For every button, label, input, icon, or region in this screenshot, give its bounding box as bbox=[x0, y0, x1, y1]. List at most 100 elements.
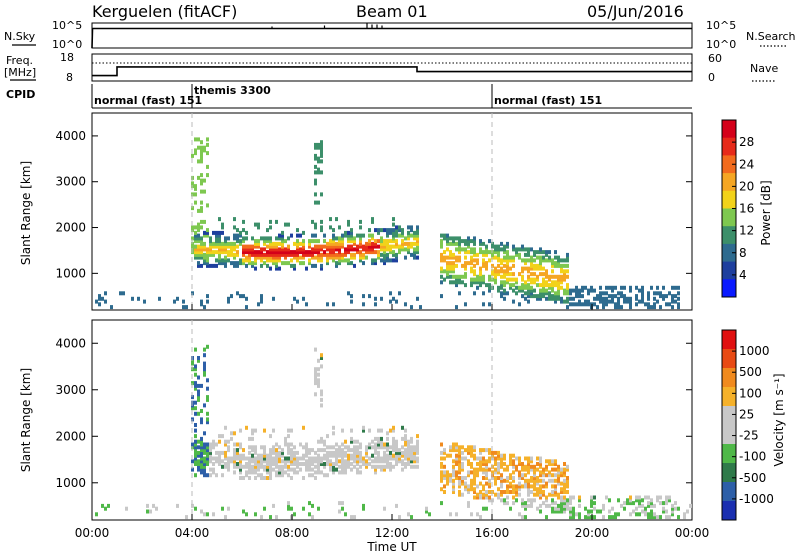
heat-cell bbox=[530, 478, 533, 483]
heat-cell bbox=[254, 476, 257, 480]
heat-cell bbox=[473, 241, 476, 246]
heat-cell bbox=[407, 247, 410, 252]
heat-cell bbox=[290, 250, 293, 255]
heat-cell bbox=[203, 462, 206, 466]
heat-cell bbox=[392, 217, 395, 222]
heat-cell bbox=[458, 445, 461, 450]
heat-cell bbox=[461, 478, 464, 483]
heat-cell bbox=[605, 285, 608, 290]
heat-cell bbox=[581, 302, 584, 307]
heat-cell bbox=[404, 439, 407, 444]
heat-cell bbox=[203, 456, 206, 461]
heat-cell bbox=[410, 515, 413, 520]
heat-cell bbox=[356, 453, 359, 458]
heat-cell bbox=[629, 501, 632, 506]
heat-cell bbox=[203, 148, 206, 153]
heat-cell bbox=[578, 291, 581, 296]
heat-cell bbox=[404, 448, 407, 453]
heat-cell bbox=[458, 478, 461, 483]
heat-cell bbox=[284, 456, 287, 461]
heat-cell bbox=[275, 456, 278, 461]
heat-cell bbox=[500, 241, 503, 246]
heat-cell bbox=[242, 239, 245, 244]
heat-cell bbox=[272, 296, 275, 301]
heat-cell bbox=[635, 512, 638, 517]
heat-cell bbox=[455, 456, 458, 461]
heat-cell bbox=[479, 495, 482, 500]
heat-cell bbox=[317, 367, 320, 372]
heat-cell bbox=[557, 509, 560, 514]
heat-cell bbox=[230, 456, 233, 461]
heat-cell bbox=[395, 456, 398, 461]
heat-cell bbox=[524, 296, 527, 301]
heat-cell bbox=[542, 470, 545, 475]
heat-cell bbox=[323, 244, 326, 249]
heat-cell bbox=[293, 456, 296, 461]
heat-cell bbox=[527, 291, 530, 296]
heat-cell bbox=[392, 244, 395, 249]
heat-cell bbox=[269, 247, 272, 252]
heat-cell bbox=[218, 244, 221, 249]
heat-cell bbox=[500, 453, 503, 458]
heat-cell bbox=[236, 233, 239, 238]
heat-cell bbox=[413, 459, 416, 464]
heat-cell bbox=[512, 470, 515, 475]
heat-cell bbox=[512, 255, 515, 260]
heat-cell bbox=[305, 453, 308, 458]
heat-cell bbox=[353, 236, 356, 241]
heat-cell bbox=[194, 372, 197, 377]
heat-cell bbox=[374, 456, 377, 461]
heat-cell bbox=[125, 506, 128, 511]
heat-cell bbox=[212, 470, 215, 475]
heat-cell bbox=[560, 299, 563, 304]
heat-cell bbox=[569, 509, 572, 514]
heat-cell bbox=[227, 236, 230, 241]
heat-cell bbox=[449, 269, 452, 274]
heat-cell bbox=[275, 247, 278, 252]
heat-cell bbox=[470, 283, 473, 288]
heat-cell bbox=[218, 459, 221, 464]
heat-cell bbox=[209, 448, 212, 453]
heat-cell bbox=[311, 462, 314, 466]
heat-cell bbox=[338, 445, 341, 450]
heat-cell bbox=[671, 285, 674, 290]
heat-cell bbox=[494, 462, 497, 466]
heat-cell bbox=[260, 462, 263, 466]
heat-cell bbox=[413, 255, 416, 260]
heat-cell bbox=[494, 450, 497, 455]
heat-cell bbox=[674, 506, 677, 511]
heat-cell bbox=[290, 442, 293, 447]
heat-cell bbox=[269, 467, 272, 472]
heat-cell bbox=[224, 515, 227, 520]
heat-cell bbox=[308, 448, 311, 453]
heat-cell bbox=[446, 266, 449, 271]
heat-cell bbox=[629, 495, 632, 500]
heat-cell bbox=[458, 481, 461, 486]
heat-cell bbox=[275, 464, 278, 469]
heat-cell bbox=[563, 484, 566, 489]
heat-cell bbox=[458, 244, 461, 249]
heat-cell bbox=[548, 291, 551, 296]
heat-cell bbox=[359, 241, 362, 246]
heat-cell bbox=[266, 258, 269, 263]
heat-cell bbox=[470, 450, 473, 455]
heat-cell bbox=[494, 470, 497, 475]
heat-cell bbox=[344, 459, 347, 464]
heat-cell bbox=[365, 462, 368, 466]
heat-cell bbox=[479, 490, 482, 494]
heat-cell bbox=[317, 459, 320, 464]
heat-cell bbox=[302, 462, 305, 466]
heat-cell bbox=[251, 467, 254, 472]
heat-cell bbox=[563, 269, 566, 274]
heat-cell bbox=[542, 501, 545, 506]
heat-cell bbox=[590, 288, 593, 293]
heat-cell bbox=[470, 261, 473, 266]
heat-cell bbox=[305, 462, 308, 466]
heat-cell bbox=[245, 464, 248, 469]
heat-cell bbox=[269, 236, 272, 241]
heat-cell bbox=[332, 302, 335, 307]
heat-cell bbox=[266, 464, 269, 469]
heat-cell bbox=[263, 456, 266, 461]
heat-cell bbox=[317, 506, 320, 511]
heat-cell bbox=[290, 258, 293, 263]
